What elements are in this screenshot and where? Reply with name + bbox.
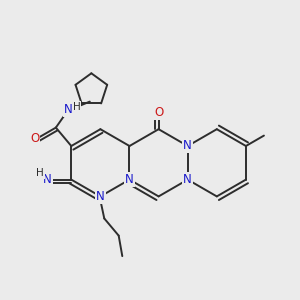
Text: H: H [73,102,81,112]
Text: O: O [30,131,39,145]
Text: N: N [43,173,52,186]
Text: N: N [96,190,105,203]
Text: N: N [183,140,192,152]
Text: H: H [36,168,44,178]
Text: N: N [183,173,192,186]
Text: N: N [64,103,73,116]
Text: N: N [125,173,134,186]
Text: O: O [154,106,163,119]
